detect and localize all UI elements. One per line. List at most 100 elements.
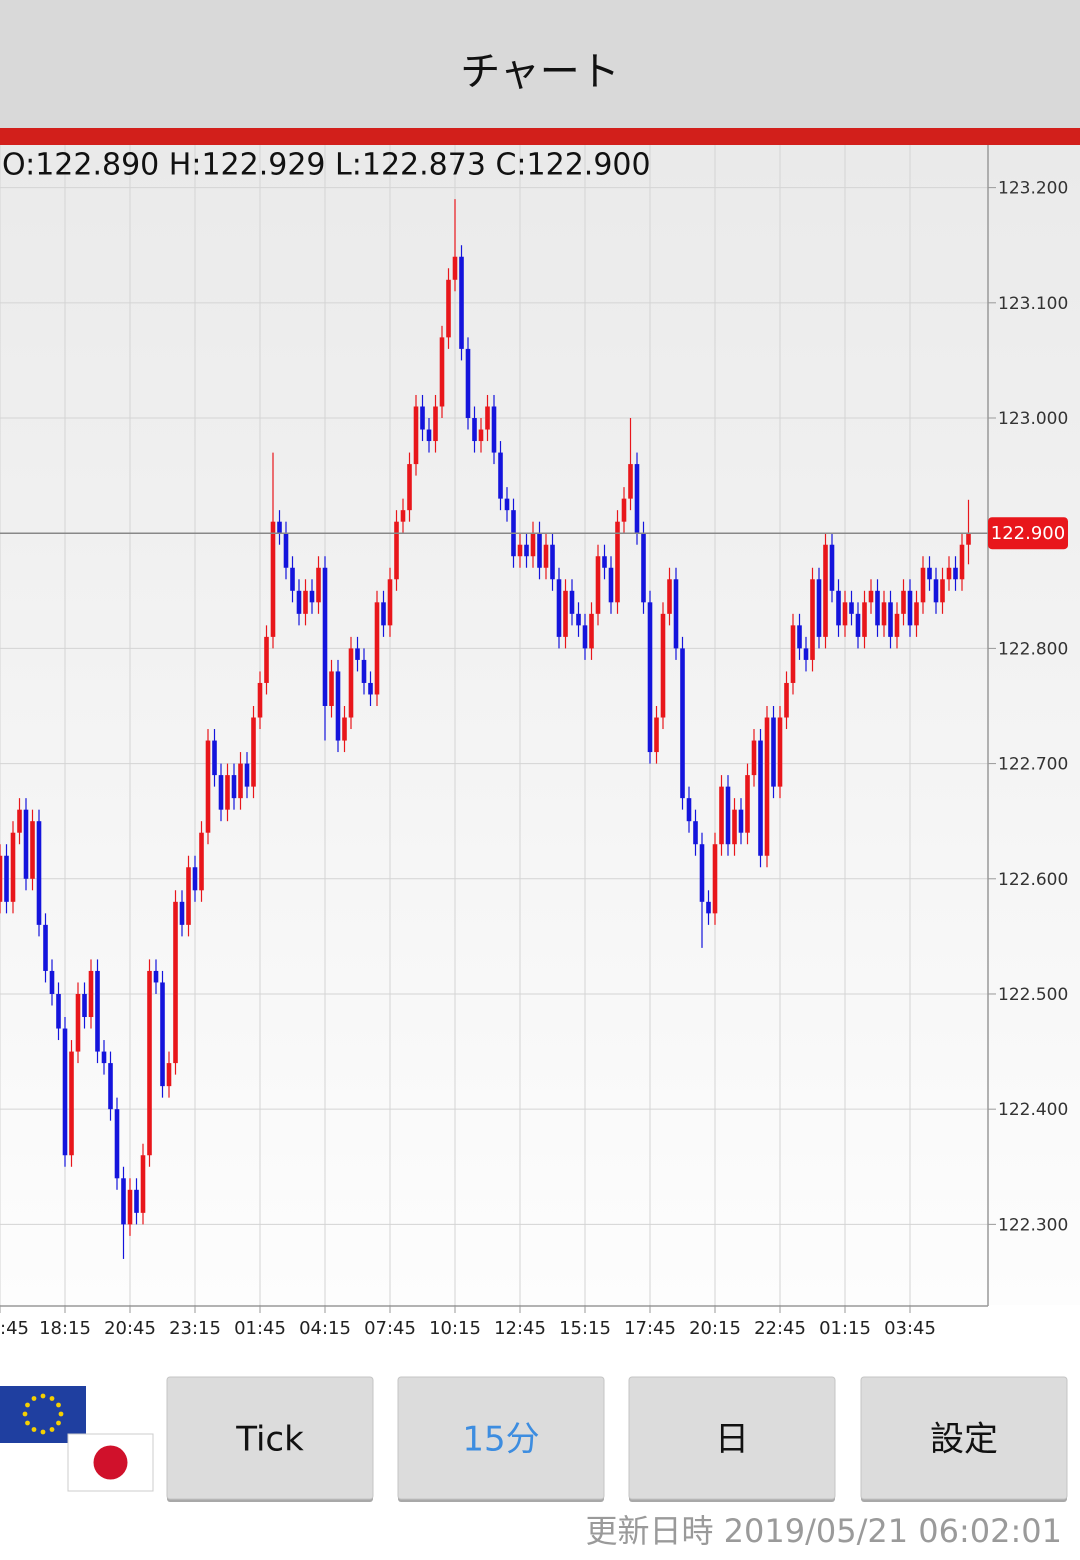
candle-body [36, 821, 42, 925]
timeframe-buttons: Tick 15分 日 設定 [166, 1376, 1068, 1502]
candle-body [394, 521, 399, 580]
candle-body [316, 567, 321, 603]
y-tick-label: 122.800 [998, 639, 1068, 659]
candle-body [849, 602, 854, 614]
candle-body [569, 590, 575, 614]
candle-body [543, 544, 549, 568]
candle-body [498, 452, 503, 499]
jp-disc [93, 1445, 128, 1480]
candle-body [4, 855, 9, 902]
candle-body [309, 590, 315, 603]
button-label[interactable]: 日 [715, 1420, 749, 1460]
candle-body [888, 602, 893, 637]
y-tick-label: 122.600 [998, 870, 1068, 890]
button-label[interactable]: Tick [235, 1420, 304, 1460]
candle-body [82, 993, 87, 1018]
y-tick-label: 122.400 [998, 1100, 1068, 1120]
candle-body [368, 682, 373, 695]
button-label[interactable]: 設定 [930, 1420, 998, 1460]
candle-body [680, 648, 685, 799]
candle-body [725, 786, 731, 845]
candle-body [296, 590, 302, 614]
candle-body [348, 648, 354, 718]
button[interactable] [860, 1376, 1068, 1500]
candle-body [784, 682, 789, 718]
candle-body [660, 613, 666, 718]
candle-body [595, 556, 601, 614]
candle-body [621, 498, 627, 522]
candle-body [647, 602, 653, 753]
candle-body [173, 901, 178, 1064]
candle-body [199, 832, 204, 891]
candle-body [758, 740, 763, 856]
candle-body [439, 337, 445, 407]
candle-body [823, 544, 828, 637]
candle-body [420, 406, 425, 430]
plot [0, 145, 988, 1313]
eu-stars [22, 1393, 64, 1435]
candle-body [75, 993, 81, 1052]
x-tick-label: 10:15 [429, 1318, 481, 1339]
x-tick-label: 23:15 [169, 1318, 221, 1339]
candle-body [465, 348, 471, 419]
y-tick-label: 122.300 [998, 1215, 1068, 1235]
x-tick-label: :45 [0, 1318, 29, 1339]
app-title: チャート [460, 49, 620, 95]
candle-body [381, 602, 386, 626]
candle-body [842, 602, 848, 626]
candle-body [121, 1178, 126, 1225]
candle-body [517, 544, 523, 557]
candle-body [446, 279, 451, 338]
candle-body [134, 1189, 139, 1213]
candle-body [329, 671, 334, 706]
candle-body [192, 867, 198, 891]
candle-body [712, 844, 718, 914]
current-price-box [988, 517, 1068, 550]
button-label[interactable]: 15分 [462, 1420, 539, 1460]
candle-body [374, 602, 380, 695]
x-tick-label: 07:45 [364, 1318, 416, 1339]
candle-body [862, 602, 867, 637]
candle-body [608, 567, 614, 603]
button[interactable] [166, 1376, 374, 1500]
candle-body [69, 1051, 74, 1156]
candle-body [738, 809, 744, 833]
currency-flags [0, 1386, 154, 1492]
button[interactable] [397, 1376, 605, 1500]
candle-body [790, 625, 796, 683]
candle-body [400, 510, 406, 522]
y-tick-label: 123.200 [998, 179, 1068, 199]
y-tick-label: 122.700 [998, 755, 1068, 775]
candle-body [30, 821, 35, 879]
chart-background [0, 145, 1080, 1305]
y-tick-label: 123.100 [998, 294, 1068, 314]
candle-body [686, 798, 692, 822]
candle-body [855, 613, 861, 637]
candle-body [342, 717, 347, 741]
candle-body [504, 498, 510, 511]
candle-body [602, 556, 607, 568]
candle-body [966, 533, 971, 545]
candle-body [894, 613, 900, 637]
candle-body [140, 1155, 146, 1213]
candle-body [745, 775, 750, 833]
candle-body [95, 970, 100, 1052]
x-tick-label: 20:15 [689, 1318, 741, 1339]
y-tick-label: 123.000 [998, 409, 1068, 429]
candle-body [933, 579, 939, 603]
button[interactable] [628, 1376, 836, 1500]
candle-body [550, 544, 555, 580]
candle-body [244, 763, 250, 787]
candle-body [654, 717, 659, 753]
candle-body [667, 579, 672, 614]
candle-body [355, 648, 360, 660]
x-tick-label: 04:15 [299, 1318, 351, 1339]
candle-body [576, 613, 581, 626]
candle-body [0, 855, 3, 902]
candle-body [459, 256, 464, 349]
x-tick-label: 18:15 [39, 1318, 91, 1339]
candle-body [407, 464, 412, 511]
candle-body [472, 418, 477, 442]
candle-body [322, 567, 328, 706]
candle-body [290, 567, 295, 591]
